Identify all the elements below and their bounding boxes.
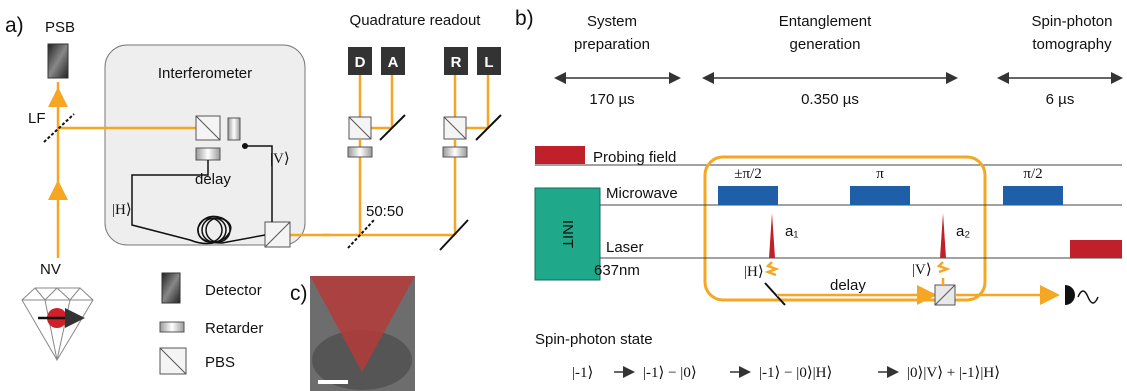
peak-label: a₂ [956, 223, 970, 240]
stage-title: tomography [1032, 36, 1112, 53]
duration: 0.350 µs [801, 91, 859, 108]
legend-pbs [160, 348, 186, 374]
mw-pulse [850, 186, 910, 205]
detector-label: A [388, 54, 399, 71]
label: Microwave [606, 185, 678, 202]
panel-label: b) [515, 7, 534, 30]
signal [1078, 291, 1098, 303]
retarder [196, 148, 220, 160]
duration: 6 µs [1046, 91, 1075, 108]
panel-c: c) [290, 276, 415, 391]
label: Probing field [593, 149, 676, 166]
duration: 170 µs [589, 91, 634, 108]
state-term: |-1⟩ [572, 365, 593, 381]
pbs [265, 222, 290, 247]
mw-pulse [1003, 186, 1063, 205]
detectors: D A R L [348, 47, 501, 75]
pbs [935, 285, 955, 305]
probe-pulse [535, 146, 585, 164]
mw-pulse [718, 186, 778, 205]
stage-title: Entanglement [779, 13, 872, 30]
detector-label: L [484, 54, 493, 71]
detector-label: R [451, 54, 462, 71]
label: |V⟩ [270, 151, 290, 167]
legend-label: PBS [205, 354, 235, 371]
label: Interferometer [158, 65, 252, 82]
retarder [228, 118, 240, 140]
photon [939, 262, 947, 272]
detector-label: D [355, 54, 366, 71]
legend-label: Detector [205, 282, 262, 299]
photon [768, 262, 776, 275]
figure: a) PSB Interferometer Quadrature readout… [0, 0, 1127, 391]
pbs [349, 117, 371, 139]
panel-label: a) [5, 14, 24, 37]
label: Quadrature readout [350, 12, 482, 29]
peak [769, 213, 775, 258]
label: Laser [606, 239, 644, 256]
label: delay [195, 171, 231, 188]
label: LF [28, 110, 46, 127]
pulse-label: ±π/2 [734, 166, 761, 182]
stage-title: Spin-photon [1032, 13, 1113, 30]
pulse-label: π [876, 166, 884, 182]
state-term: |0⟩|V⟩ + |-1⟩|H⟩ [907, 365, 1000, 381]
pbs [196, 116, 220, 140]
diamond [22, 288, 93, 360]
label: |V⟩ [912, 262, 932, 278]
detector [1065, 285, 1075, 305]
panel-b: b) System preparation Entanglement gener… [515, 7, 1122, 381]
laser-pulse [1070, 240, 1122, 258]
retarder [443, 147, 467, 157]
label: |H⟩ [744, 264, 764, 280]
label: |H⟩ [112, 202, 132, 218]
legend-retarder [160, 322, 184, 332]
stage-title: System [587, 13, 637, 30]
panel-label: c) [290, 282, 308, 305]
fiber-end [242, 143, 248, 149]
peak [940, 213, 946, 258]
label: delay [830, 277, 866, 294]
state-term: |-1⟩ − |0⟩|H⟩ [759, 365, 832, 381]
label: PSB [45, 19, 75, 36]
retarder [348, 147, 372, 157]
legend-label: Retarder [205, 320, 263, 337]
pbs [444, 117, 466, 139]
peak-label: a₁ [785, 223, 798, 240]
label: 50:50 [366, 203, 404, 220]
panel-a: a) PSB Interferometer Quadrature readout… [5, 12, 501, 374]
stage-title: preparation [574, 36, 650, 53]
label: 637nm [594, 262, 640, 279]
scale-bar [318, 380, 348, 384]
legend-detector [162, 273, 180, 303]
state-term: |-1⟩ − |0⟩ [643, 365, 697, 381]
label: INIT [559, 220, 576, 248]
label: NV [40, 261, 61, 278]
stage-title: generation [790, 36, 861, 53]
label: Spin-photon state [535, 331, 653, 348]
equation: |-1⟩ |-1⟩ − |0⟩ |-1⟩ − |0⟩|H⟩ |0⟩|V⟩ + |… [572, 365, 1000, 381]
pulse-label: π/2 [1023, 166, 1042, 182]
detector [48, 44, 68, 78]
